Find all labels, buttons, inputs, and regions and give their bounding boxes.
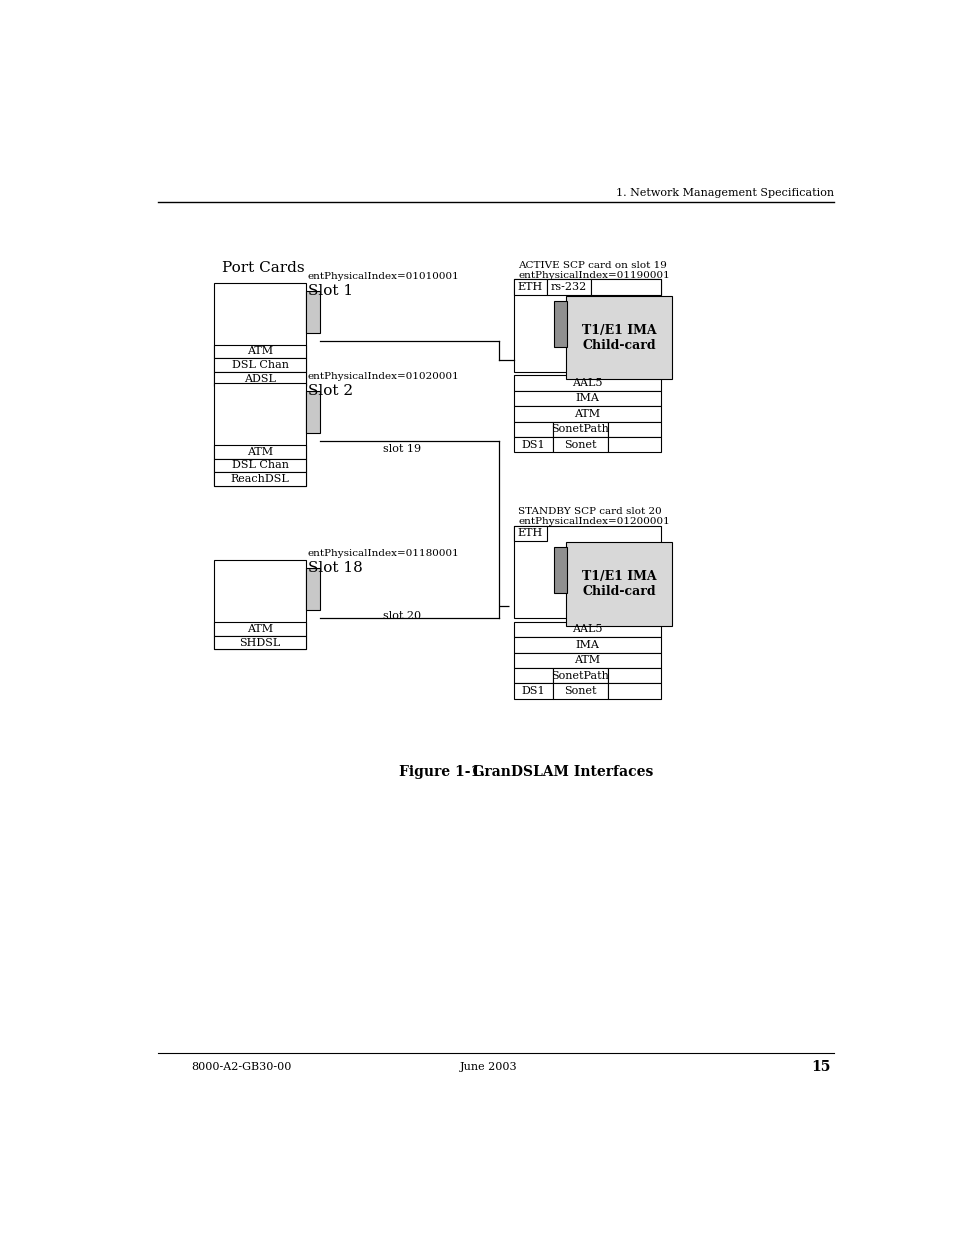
Bar (514, 683, 552, 699)
Bar (514, 375, 659, 390)
Text: 15: 15 (810, 1060, 829, 1073)
Bar (591, 279, 659, 294)
Bar (608, 437, 659, 452)
Bar (565, 542, 672, 626)
Text: Sonet: Sonet (564, 687, 597, 697)
Text: T1/E1 IMA
Child-card: T1/E1 IMA Child-card (581, 571, 656, 598)
Bar (552, 437, 608, 452)
Bar (213, 621, 306, 636)
Bar (552, 421, 608, 437)
Bar (213, 345, 306, 358)
Text: Figure 1-1.: Figure 1-1. (398, 764, 484, 779)
Text: ACTIVE SCP card on slot 19: ACTIVE SCP card on slot 19 (517, 261, 666, 269)
Bar (213, 458, 306, 472)
Text: STANDBY SCP card slot 20: STANDBY SCP card slot 20 (517, 508, 661, 516)
Bar (608, 421, 659, 437)
Text: IMA: IMA (575, 640, 598, 650)
Bar (552, 668, 608, 683)
Text: ETH: ETH (517, 529, 542, 538)
Text: ATM: ATM (247, 624, 273, 634)
Bar (514, 279, 546, 294)
Text: Sonet: Sonet (564, 440, 597, 450)
Bar (306, 290, 320, 333)
Bar (306, 390, 320, 433)
Bar (554, 300, 566, 347)
Bar (554, 547, 566, 593)
Text: entPhysicalIndex=01010001: entPhysicalIndex=01010001 (308, 272, 459, 282)
Bar (514, 437, 552, 452)
Bar (514, 668, 552, 683)
Text: ATM: ATM (247, 347, 273, 357)
Bar (306, 568, 320, 610)
Text: slot 20: slot 20 (382, 610, 420, 621)
Bar (514, 406, 659, 421)
Bar (514, 279, 659, 372)
Text: Slot 1: Slot 1 (308, 284, 353, 298)
Bar (213, 561, 306, 650)
Text: June 2003: June 2003 (459, 1062, 517, 1072)
Bar (514, 621, 659, 637)
Bar (213, 636, 306, 650)
Bar (552, 683, 608, 699)
Text: slot 19: slot 19 (382, 443, 420, 453)
Bar (514, 421, 552, 437)
Bar (514, 390, 659, 406)
Text: ReachDSL: ReachDSL (231, 474, 290, 484)
Bar (608, 683, 659, 699)
Text: SonetPath: SonetPath (551, 671, 609, 680)
Bar (514, 652, 659, 668)
Bar (546, 279, 591, 294)
Text: 8000-A2-GB30-00: 8000-A2-GB30-00 (191, 1062, 291, 1072)
Bar (565, 296, 672, 379)
Bar (514, 526, 659, 618)
Text: entPhysicalIndex=01200001: entPhysicalIndex=01200001 (517, 517, 669, 526)
Bar (213, 445, 306, 458)
Bar (514, 637, 659, 652)
Bar (213, 358, 306, 372)
Text: GranDSLAM Interfaces: GranDSLAM Interfaces (453, 764, 653, 779)
Text: SonetPath: SonetPath (551, 425, 609, 435)
Text: Port Cards: Port Cards (221, 261, 304, 274)
Text: AAL5: AAL5 (572, 378, 602, 388)
Text: ATM: ATM (574, 409, 600, 419)
Text: Slot 2: Slot 2 (308, 384, 353, 398)
Text: DS1: DS1 (521, 687, 545, 697)
Text: IMA: IMA (575, 394, 598, 404)
Text: 1. Network Management Specification: 1. Network Management Specification (616, 188, 833, 198)
Text: ATM: ATM (574, 656, 600, 666)
Text: ADSL: ADSL (244, 374, 275, 384)
Text: SHDSL: SHDSL (239, 637, 280, 647)
Text: ATM: ATM (247, 447, 273, 457)
Text: entPhysicalIndex=01190001: entPhysicalIndex=01190001 (517, 270, 669, 280)
Text: DS1: DS1 (521, 440, 545, 450)
Bar (514, 526, 546, 541)
Text: rs-232: rs-232 (550, 282, 586, 291)
Text: AAL5: AAL5 (572, 625, 602, 635)
Text: T1/E1 IMA
Child-card: T1/E1 IMA Child-card (581, 324, 656, 352)
Text: entPhysicalIndex=01180001: entPhysicalIndex=01180001 (308, 550, 459, 558)
Text: DSL Chan: DSL Chan (232, 361, 289, 370)
Text: entPhysicalIndex=01020001: entPhysicalIndex=01020001 (308, 373, 459, 382)
Bar (213, 472, 306, 487)
Text: DSL Chan: DSL Chan (232, 461, 289, 471)
Bar (213, 283, 306, 387)
Bar (213, 372, 306, 387)
Bar (608, 668, 659, 683)
Text: Slot 18: Slot 18 (308, 561, 362, 574)
Text: ETH: ETH (517, 282, 542, 291)
Bar (213, 383, 306, 487)
